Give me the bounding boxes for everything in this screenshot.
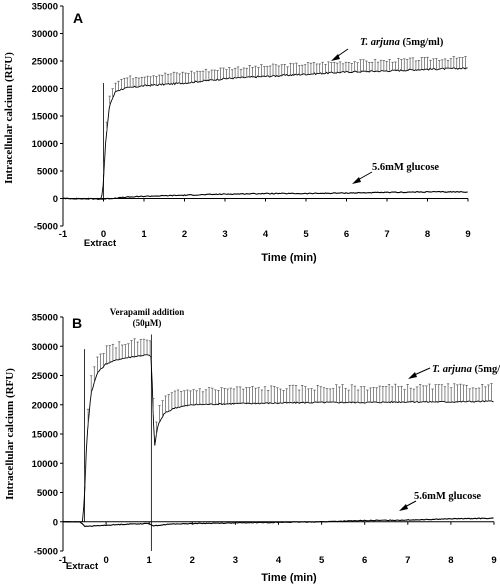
panel-a-extract-label: Extract (84, 238, 117, 249)
panel-b-y-tick-label: 20000 (32, 400, 58, 411)
panel-a-tarjuna-line (62, 67, 468, 200)
panel-a-x-tick-label: 4 (263, 229, 269, 240)
panel-a-y-tick-label: 0 (53, 194, 58, 205)
panel-b-y-tick-label: 30000 (32, 342, 58, 353)
panel-b-y-tick-label: 5000 (37, 488, 58, 499)
panel-a-tarjuna-error-bars (102, 56, 467, 175)
panel-a-y-tick-label: 5000 (37, 167, 58, 178)
panel-a-x-tick-label: 2 (182, 229, 187, 240)
panel-b-y-tick-label: 15000 (32, 430, 58, 441)
panel-a-y-tick-label: 20000 (32, 84, 58, 95)
panel-a: A Intracellular calcium (RFU) -5000 0 5000… (3, 2, 471, 265)
panel-a-x-ticks: -1 0 1 2 3 4 5 6 7 8 9 (59, 198, 471, 240)
panel-b-x-tick-label: 8 (448, 555, 453, 566)
panel-b-tarjuna-line (62, 354, 494, 523)
panel-a-y-tick-label: 25000 (32, 57, 58, 68)
panel-b-tarjuna-arrowhead (408, 372, 417, 379)
panel-b-x-tick-label: -1 (59, 555, 68, 566)
panel-b-x-tick-label: 7 (405, 555, 410, 566)
panel-b-legend-tarjuna: T. arjuna (5mg/ml) (408, 364, 500, 379)
panel-a-x-tick-label: -1 (59, 229, 68, 240)
panel-b-x-tick-label: 3 (233, 555, 238, 566)
panel-a-x-tick-label: 8 (425, 229, 430, 240)
panel-a-tarjuna-label: T. arjuna (5mg/ml) (360, 37, 444, 48)
panel-b-x-tick-label: 2 (190, 555, 195, 566)
panel-a-tarjuna-label-italic: T. arjuna (360, 37, 400, 48)
panel-b-legend-glucose: 5.6mM glucose (399, 491, 481, 511)
panel-a-tarjuna-arrowhead (331, 54, 340, 61)
panel-b-x-axis-label: Time (min) (261, 572, 317, 584)
panel-b-extract-label: Extract (66, 561, 99, 572)
panel-b-axes (62, 317, 494, 551)
panel-b-y-tick-label: -5000 (34, 547, 58, 558)
panel-a-legend-glucose: 5.6mM glucose (352, 162, 439, 184)
panel-a-y-ticks: -5000 0 5000 10000 15000 20000 25000 30000 35000 (32, 2, 63, 233)
panel-a-y-tick-label: 35000 (32, 2, 58, 13)
panel-b-y-tick-label: 25000 (32, 371, 58, 382)
panel-a-x-tick-label: 1 (141, 229, 147, 240)
panel-b-x-tick-label: 9 (491, 555, 496, 566)
panel-a-x-tick-label: 6 (344, 229, 349, 240)
panel-a-y-tick-label: -5000 (34, 222, 58, 233)
panel-a-legend-tarjuna: T. arjuna (5mg/ml) (331, 37, 444, 61)
panel-a-y-tick-label: 30000 (32, 29, 58, 40)
panel-a-x-tick-label: 3 (222, 229, 227, 240)
panel-b-tarjuna-error-bars (83, 338, 493, 487)
panel-a-label: A (73, 10, 83, 26)
panel-a-glucose-label: 5.6mM glucose (372, 162, 439, 173)
panel-b-x-tick-label: 1 (147, 555, 153, 566)
panel-b-y-axis-label: Intracellular calcium (RFU) (4, 368, 16, 500)
panel-b-x-tick-label: 6 (362, 555, 367, 566)
panel-b-tarjuna-label: T. arjuna (5mg/ml) (432, 364, 500, 375)
panel-a-x-tick-label: 5 (303, 229, 309, 240)
panel-b-glucose-line (62, 517, 494, 528)
panel-a-x-tick-label: 0 (101, 229, 106, 240)
panel-b-y-tick-label: 10000 (32, 459, 58, 470)
panel-b-y-tick-label: 35000 (32, 313, 58, 324)
panel-b-marks (62, 334, 494, 551)
panel-a-x-axis-label: Time (min) (261, 252, 317, 264)
panel-b-y-tick-label: 0 (53, 517, 58, 528)
panel-b-y-ticks: -5000 0 5000 10000 15000 20000 25000 30000 35000 (32, 313, 63, 558)
panel-a-y-tick-label: 10000 (32, 139, 58, 150)
panel-b-tarjuna-label-italic: T. arjuna (432, 364, 472, 375)
panel-a-marks (62, 56, 468, 200)
panel-a-x-tick-label: 9 (465, 229, 470, 240)
panel-b-tarjuna-label-rest: (5mg/ml) (472, 364, 500, 375)
panel-b-x-tick-label: 0 (103, 555, 108, 566)
panel-a-y-tick-label: 15000 (32, 112, 58, 123)
panel-b-x-tick-label: 4 (276, 555, 282, 566)
panel-a-x-tick-label: 7 (384, 229, 389, 240)
panel-b-x-tick-label: 5 (319, 555, 325, 566)
panel-b-x-ticks: -1 0 1 2 3 4 5 6 7 8 9 (59, 521, 497, 566)
panel-b-label: B (72, 315, 82, 331)
panel-a-tarjuna-label-rest: (5mg/ml) (400, 37, 444, 48)
panel-a-glucose-arrowhead (352, 177, 361, 184)
panel-b: B Intracellular calcium (RFU) -5000 0 5000… (4, 307, 500, 584)
panel-b-glucose-arrowhead (399, 504, 408, 511)
panel-a-glucose-line (62, 190, 468, 200)
panel-b-verapamil-dose: (50µM) (133, 318, 162, 328)
panel-b-verapamil-label: Verapamil addition (110, 307, 184, 317)
panel-b-glucose-label: 5.6mM glucose (414, 491, 481, 502)
panel-a-y-axis-label: Intracellular calcium (RFU) (3, 52, 15, 184)
